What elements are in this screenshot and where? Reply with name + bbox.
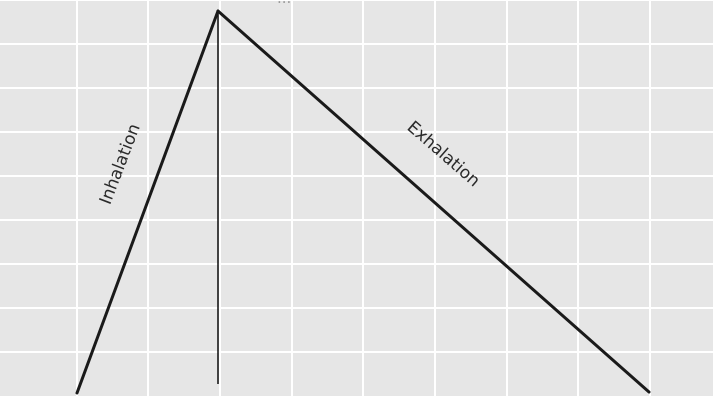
inhalation-line bbox=[75, 9, 220, 395]
peak-label: ... bbox=[277, 0, 291, 7]
horizontal-gridlines bbox=[0, 0, 713, 353]
exhalation-line bbox=[216, 9, 651, 394]
